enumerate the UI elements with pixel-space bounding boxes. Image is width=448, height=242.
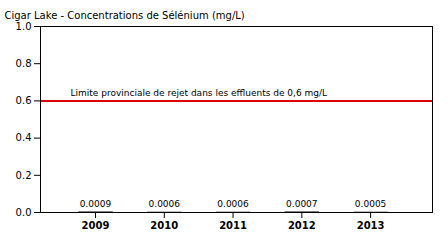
svg-text:0.0007: 0.0007 (286, 199, 318, 209)
svg-text:0.0006: 0.0006 (217, 199, 249, 209)
svg-text:0.6: 0.6 (16, 95, 32, 106)
svg-text:2012: 2012 (288, 220, 316, 231)
svg-text:0.4: 0.4 (16, 132, 32, 143)
svg-text:Limite provinciale de rejet da: Limite provinciale de rejet dans les eff… (71, 88, 328, 98)
svg-text:0.0006: 0.0006 (149, 199, 181, 209)
svg-text:2011: 2011 (219, 220, 247, 231)
svg-text:Cigar Lake - Concentrations de: Cigar Lake - Concentrations de Sélénium … (5, 10, 245, 21)
svg-text:0.0005: 0.0005 (355, 199, 387, 209)
svg-text:0.8: 0.8 (16, 58, 32, 69)
svg-text:0.0: 0.0 (16, 207, 32, 218)
svg-text:1.0: 1.0 (16, 21, 32, 32)
svg-text:2013: 2013 (357, 220, 385, 231)
svg-text:2009: 2009 (82, 220, 110, 231)
svg-text:0.0009: 0.0009 (80, 199, 112, 209)
svg-text:2010: 2010 (150, 220, 178, 231)
svg-text:0.2: 0.2 (16, 170, 32, 181)
